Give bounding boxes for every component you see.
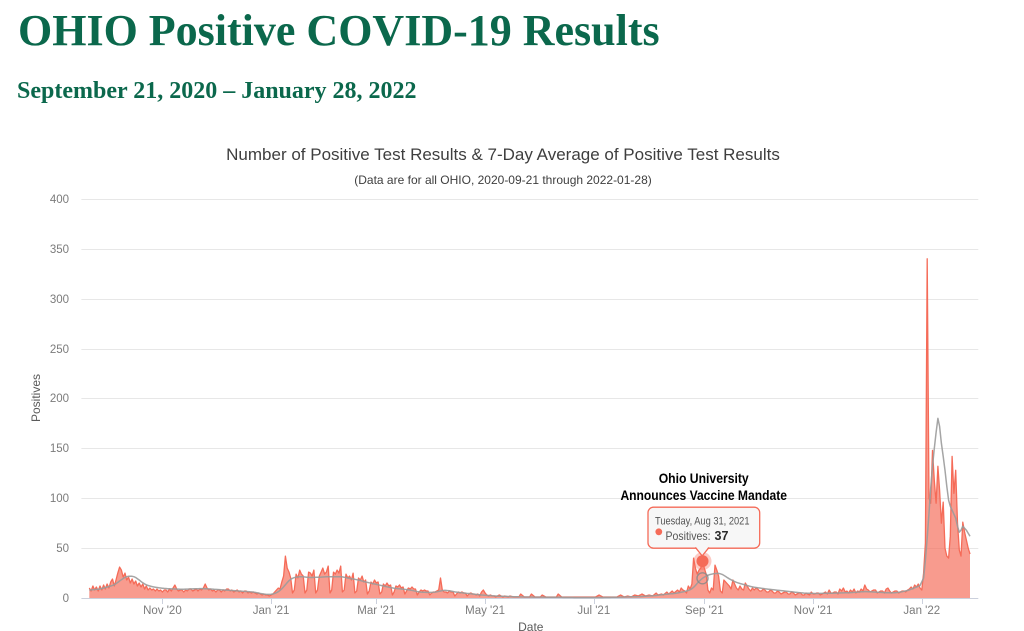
svg-text:Sep '21: Sep '21 <box>685 605 724 617</box>
svg-text:Number of Positive Test Result: Number of Positive Test Results & 7-Day … <box>226 145 780 164</box>
svg-text:400: 400 <box>50 194 69 206</box>
svg-text:Tuesday, Aug 31, 2021: Tuesday, Aug 31, 2021 <box>655 516 750 528</box>
svg-text:200: 200 <box>50 393 69 405</box>
svg-text:Ohio University: Ohio University <box>659 471 749 487</box>
svg-text:Jan '22: Jan '22 <box>903 605 940 617</box>
svg-text:350: 350 <box>50 244 69 256</box>
svg-text:Nov '21: Nov '21 <box>794 605 833 617</box>
svg-text:100: 100 <box>50 493 69 505</box>
svg-text:Mar '21: Mar '21 <box>357 605 395 617</box>
svg-text:150: 150 <box>50 443 69 455</box>
svg-text:0: 0 <box>63 593 69 605</box>
svg-text:Date: Date <box>518 620 544 631</box>
svg-text:Positives: Positives <box>29 374 43 422</box>
svg-text:37: 37 <box>715 529 729 543</box>
svg-text:(Data are for all OHIO, 2020-0: (Data are for all OHIO, 2020-09-21 throu… <box>354 173 652 187</box>
svg-text:Positives:: Positives: <box>666 529 711 543</box>
svg-text:Jan '21: Jan '21 <box>253 605 290 617</box>
svg-text:Announces Vaccine Mandate: Announces Vaccine Mandate <box>620 488 787 504</box>
svg-text:250: 250 <box>50 344 69 356</box>
svg-text:50: 50 <box>56 543 69 555</box>
svg-text:Jul '21: Jul '21 <box>577 605 610 617</box>
svg-text:300: 300 <box>50 294 69 306</box>
svg-text:May '21: May '21 <box>465 605 505 617</box>
svg-text:Nov '20: Nov '20 <box>143 605 182 617</box>
